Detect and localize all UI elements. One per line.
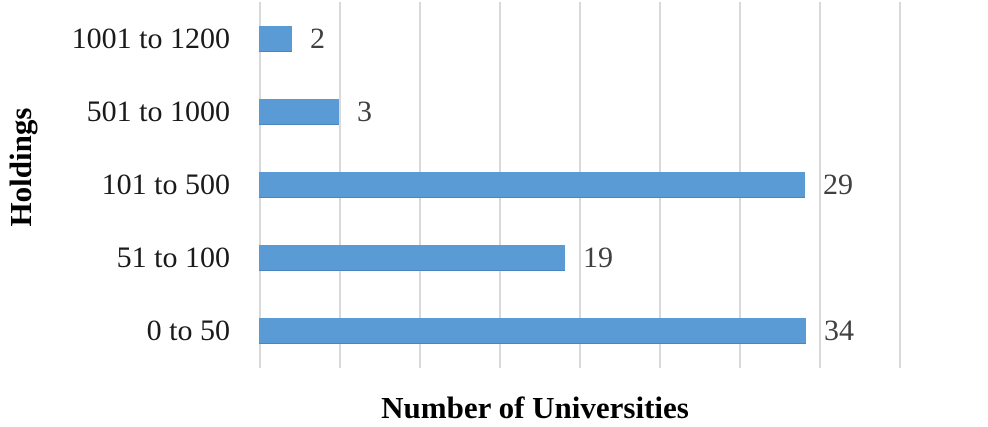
- bar: [259, 245, 565, 272]
- bar-row: 2: [259, 2, 899, 75]
- bar-row: 3: [259, 75, 899, 148]
- gridline: [899, 2, 901, 368]
- category-label: 501 to 1000: [86, 94, 230, 128]
- category-label: 51 to 100: [116, 241, 230, 275]
- data-label: 34: [824, 314, 854, 348]
- data-label: 3: [357, 94, 372, 128]
- bar-row: 29: [259, 148, 899, 221]
- x-axis-title: Number of Universities: [381, 390, 689, 425]
- data-label: 29: [823, 167, 853, 201]
- bar: [259, 318, 806, 345]
- data-label: 19: [583, 241, 613, 275]
- bar-row: 34: [259, 295, 899, 368]
- bar: [259, 98, 339, 125]
- data-label: 2: [310, 21, 325, 55]
- bar: [259, 171, 805, 198]
- gridline: [819, 2, 821, 368]
- category-label: 1001 to 1200: [71, 21, 230, 55]
- bar: [259, 25, 292, 52]
- category-label: 101 to 500: [101, 167, 230, 201]
- category-label: 0 to 50: [146, 314, 230, 348]
- bar-row: 19: [259, 222, 899, 295]
- plot-area: 2 3 29 19 34: [259, 2, 901, 368]
